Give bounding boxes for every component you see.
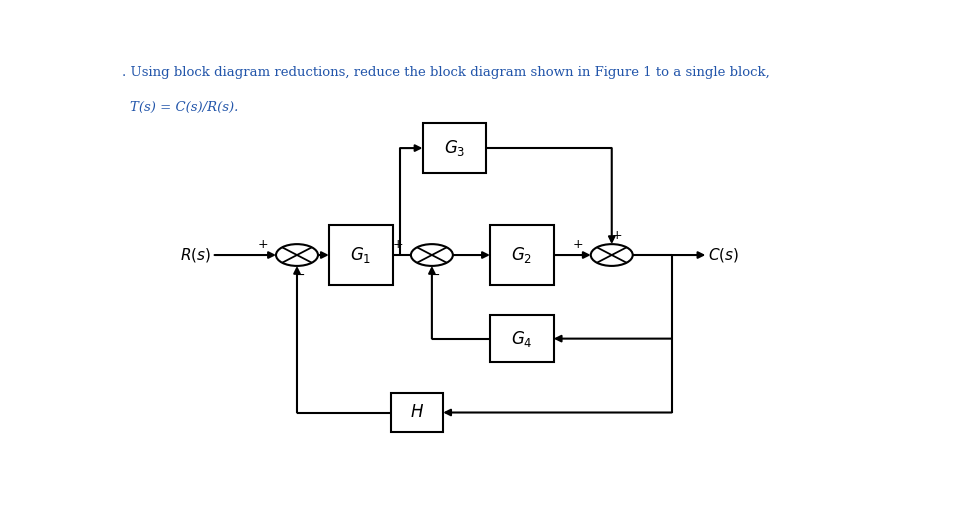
- Text: $-$: $-$: [429, 268, 440, 281]
- Text: T(s) = C(s)/R(s).: T(s) = C(s)/R(s).: [130, 102, 238, 115]
- Text: $-$: $-$: [294, 268, 306, 281]
- Circle shape: [276, 244, 318, 266]
- Text: . Using block diagram reductions, reduce the block diagram shown in Figure 1 to : . Using block diagram reductions, reduce…: [123, 67, 770, 79]
- FancyBboxPatch shape: [329, 225, 393, 285]
- Text: $H$: $H$: [410, 404, 424, 421]
- Text: $G_1$: $G_1$: [350, 245, 371, 265]
- Text: $R(s)$: $R(s)$: [180, 246, 211, 264]
- Text: $G_2$: $G_2$: [512, 245, 533, 265]
- Text: $G_4$: $G_4$: [511, 329, 533, 348]
- Circle shape: [591, 244, 632, 266]
- FancyBboxPatch shape: [391, 393, 443, 432]
- Text: $C(s)$: $C(s)$: [708, 246, 739, 264]
- Text: $G_3$: $G_3$: [444, 138, 465, 158]
- Text: $+$: $+$: [610, 229, 622, 242]
- Circle shape: [411, 244, 453, 266]
- Text: $+$: $+$: [571, 238, 583, 250]
- FancyBboxPatch shape: [490, 225, 554, 285]
- FancyBboxPatch shape: [490, 315, 554, 362]
- Text: $+$: $+$: [392, 238, 403, 250]
- FancyBboxPatch shape: [423, 123, 486, 173]
- Text: $+$: $+$: [257, 238, 268, 250]
